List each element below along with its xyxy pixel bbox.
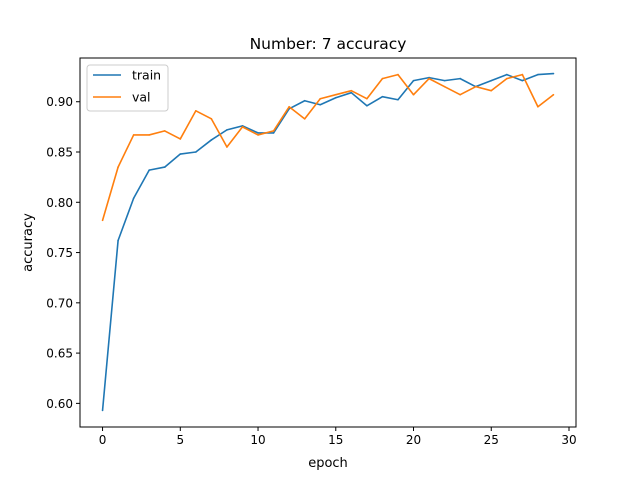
data-point-val-2 — [132, 134, 135, 136]
y-tick-label: 0.90 — [46, 95, 73, 109]
data-point-train-22 — [443, 79, 446, 82]
data-point-train-3 — [148, 169, 150, 171]
data-point-val-27 — [521, 73, 524, 76]
y-tick-label: 0.75 — [46, 246, 73, 260]
data-point-val-26 — [506, 77, 508, 80]
series-line-train — [101, 72, 554, 411]
x-tick-label: 0 — [99, 433, 107, 447]
data-point-train-20 — [412, 79, 415, 82]
y-axis-ticks: 0.60 0.65 0.70 0.75 0.80 0.85 0.90 — [46, 95, 80, 411]
series-layer — [101, 72, 555, 412]
data-point-val-14 — [319, 97, 322, 100]
y-tick-label: 0.60 — [46, 397, 73, 411]
data-point-train-8 — [226, 129, 228, 131]
data-point-val-0 — [101, 219, 104, 222]
data-point-val-5 — [179, 138, 182, 140]
data-point-val-16 — [350, 89, 353, 92]
data-point-train-2 — [132, 197, 135, 200]
data-point-val-12 — [288, 105, 290, 108]
x-tick-label: 30 — [561, 433, 576, 447]
legend-label-val: val — [132, 90, 151, 105]
legend: train val — [86, 64, 169, 112]
data-point-val-22 — [443, 85, 446, 88]
x-tick-label: 15 — [328, 433, 343, 447]
data-point-train-25 — [490, 79, 493, 82]
data-point-train-7 — [210, 139, 213, 141]
data-point-val-18 — [381, 77, 384, 80]
data-point-train-26 — [506, 73, 508, 76]
legend-label-train: train — [132, 68, 161, 83]
data-point-train-13 — [303, 99, 306, 102]
data-point-val-3 — [148, 134, 150, 136]
x-tick-label: 5 — [176, 433, 184, 447]
data-point-train-28 — [537, 73, 539, 76]
data-point-train-27 — [521, 79, 524, 82]
data-point-val-1 — [117, 166, 119, 168]
data-point-val-24 — [474, 85, 477, 88]
data-point-val-17 — [366, 97, 368, 100]
data-point-train-5 — [179, 153, 182, 155]
data-point-val-8 — [226, 146, 228, 148]
data-point-val-21 — [428, 77, 430, 80]
legend-box — [86, 64, 169, 112]
y-tick-label: 0.65 — [46, 347, 73, 361]
data-point-train-19 — [397, 98, 399, 101]
x-tick-label: 10 — [250, 433, 265, 447]
data-point-train-1 — [117, 239, 119, 242]
x-axis-label: epoch — [308, 456, 348, 471]
data-point-train-18 — [381, 95, 384, 98]
chart-title: Number: 7 accuracy — [250, 35, 407, 53]
x-axis-ticks: 0 5 10 15 20 25 30 — [99, 427, 577, 447]
data-point-val-29 — [552, 93, 555, 96]
y-tick-label: 0.80 — [46, 196, 73, 210]
data-point-train-15 — [334, 96, 337, 99]
data-point-train-14 — [319, 103, 322, 106]
data-point-train-29 — [552, 72, 555, 75]
data-point-train-10 — [257, 132, 259, 134]
x-tick-label: 20 — [406, 433, 421, 447]
data-point-val-6 — [195, 109, 197, 112]
series-line-val — [101, 73, 554, 221]
data-point-train-11 — [272, 132, 275, 134]
data-point-val-23 — [459, 93, 461, 96]
y-tick-label: 0.70 — [46, 296, 73, 310]
data-point-train-6 — [195, 151, 197, 153]
data-point-train-16 — [350, 91, 353, 94]
y-axis-label: accuracy — [21, 213, 36, 272]
data-point-val-28 — [537, 105, 539, 108]
data-point-val-10 — [257, 134, 259, 136]
data-point-val-4 — [163, 130, 166, 132]
data-point-val-13 — [303, 118, 306, 120]
plot-frame — [79, 57, 577, 428]
y-tick-label: 0.85 — [46, 146, 73, 160]
data-point-val-9 — [241, 126, 244, 128]
data-point-val-20 — [412, 93, 415, 96]
data-point-val-25 — [490, 89, 493, 92]
data-point-train-23 — [459, 77, 461, 80]
data-point-val-11 — [272, 130, 275, 132]
data-point-train-0 — [101, 409, 104, 412]
x-tick-label: 25 — [484, 433, 499, 447]
data-point-train-4 — [163, 166, 166, 168]
data-point-train-17 — [366, 104, 368, 107]
data-point-val-15 — [334, 93, 337, 96]
data-point-val-19 — [397, 73, 399, 76]
data-point-val-7 — [210, 118, 213, 120]
